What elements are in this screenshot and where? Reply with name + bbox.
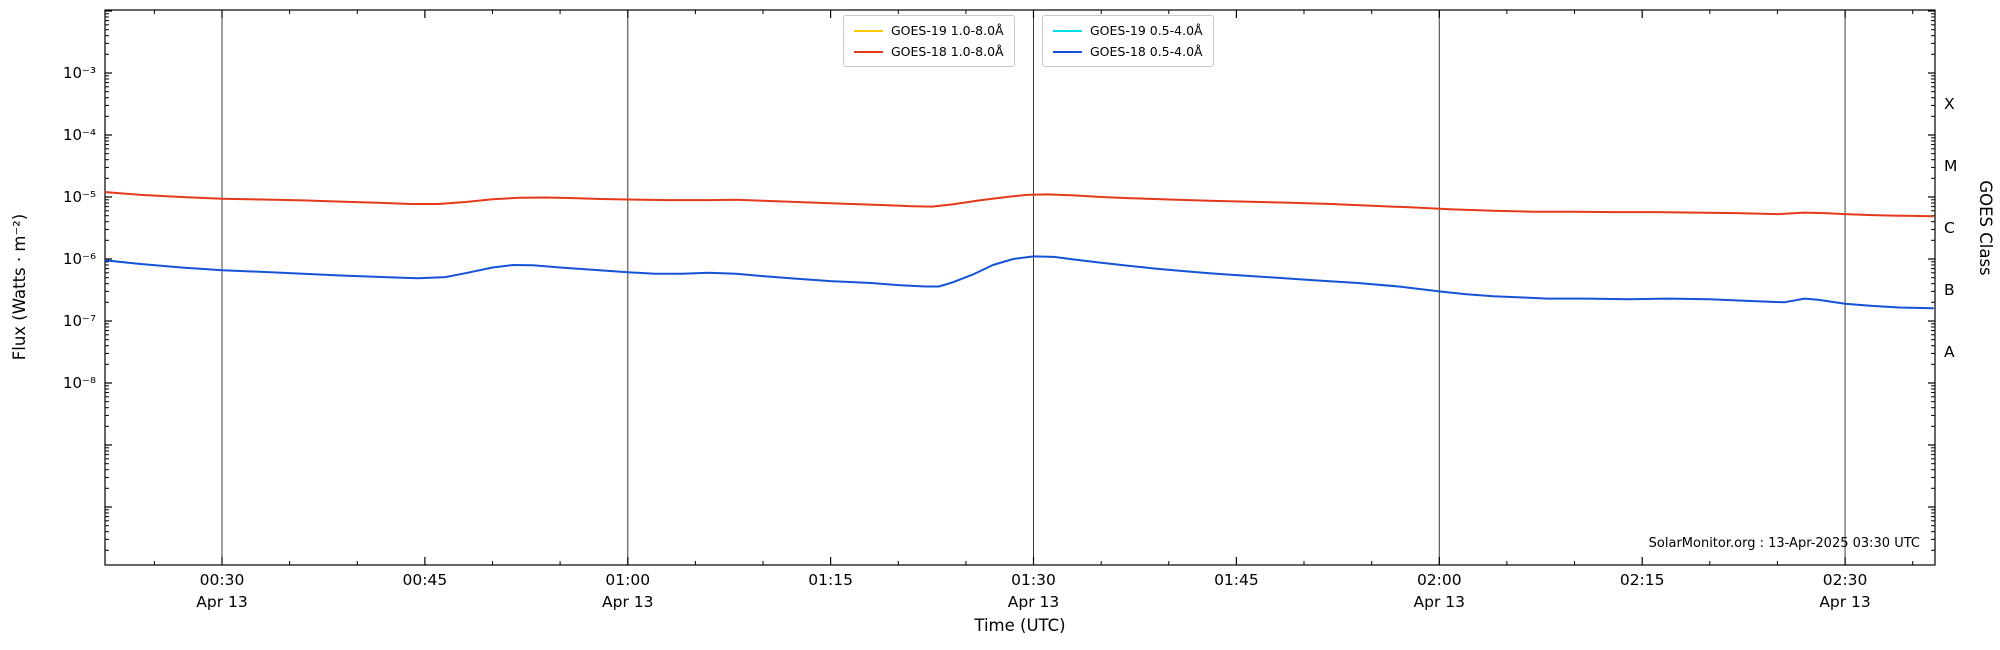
x-tick-date-label: Apr 13	[196, 593, 248, 611]
goes-class-letter: B	[1944, 281, 1955, 299]
legend-item: GOES-19 1.0-8.0Å	[854, 22, 1004, 39]
y-tick-label: 10⁻⁴	[62, 126, 96, 144]
y-tick-label: 10⁻⁶	[62, 250, 96, 268]
y-tick-label: 10⁻³	[62, 64, 96, 82]
x-tick-label: 02:30	[1822, 571, 1868, 589]
legend-box: GOES-19 0.5-4.0Å GOES-18 0.5-4.0Å	[1042, 15, 1214, 67]
solarmonitor-watermark: SolarMonitor.org : 13-Apr-2025 03:30 UTC	[1648, 536, 1920, 551]
legend-item: GOES-18 1.0-8.0Å	[854, 43, 1004, 60]
legend-box: GOES-19 1.0-8.0Å GOES-18 1.0-8.0Å	[843, 15, 1015, 67]
legend-item-label: GOES-19 1.0-8.0Å	[891, 23, 1004, 38]
y-tick-label: 10⁻⁷	[62, 312, 96, 330]
legend-item-label: GOES-18 0.5-4.0Å	[1090, 44, 1203, 59]
goes-class-letter: M	[1944, 157, 1958, 175]
legend-line-swatch	[1053, 50, 1082, 53]
x-tick-label: 01:45	[1214, 571, 1259, 589]
legend-line-swatch	[854, 50, 883, 53]
goes-class-axis-title: GOES Class	[1976, 180, 1995, 276]
x-axis-title: Time (UTC)	[974, 616, 1066, 635]
legend-line-swatch	[1053, 29, 1082, 32]
x-tick-label: 01:15	[808, 571, 853, 589]
x-tick-date-label: Apr 13	[1007, 593, 1060, 611]
goes-class-letter: X	[1944, 95, 1955, 113]
legend-item: GOES-19 0.5-4.0Å	[1053, 22, 1203, 39]
y-tick-label: 10⁻⁸	[62, 374, 96, 392]
y-tick-label: 10⁻⁵	[62, 188, 96, 206]
x-tick-label: 01:00	[605, 571, 651, 589]
x-tick-label: 02:15	[1619, 571, 1665, 589]
x-tick-date-label: Apr 13	[602, 593, 654, 611]
x-tick-label: 00:30	[199, 571, 245, 589]
legend-line-swatch	[854, 29, 883, 32]
goes-class-letter: A	[1944, 343, 1955, 361]
x-tick-label: 02:00	[1416, 571, 1462, 589]
goes-class-letter: C	[1944, 219, 1955, 237]
x-tick-date-label: Apr 13	[1413, 593, 1466, 611]
y-axis-title: Flux (Watts · m⁻²)	[10, 213, 29, 361]
x-tick-date-label: Apr 13	[1819, 593, 1871, 611]
legend-item-label: GOES-18 1.0-8.0Å	[891, 44, 1004, 59]
legend-item-label: GOES-19 0.5-4.0Å	[1090, 23, 1203, 38]
x-tick-label: 01:30	[1011, 571, 1056, 589]
x-tick-label: 00:45	[402, 571, 448, 589]
legend-item: GOES-18 0.5-4.0Å	[1053, 43, 1203, 60]
